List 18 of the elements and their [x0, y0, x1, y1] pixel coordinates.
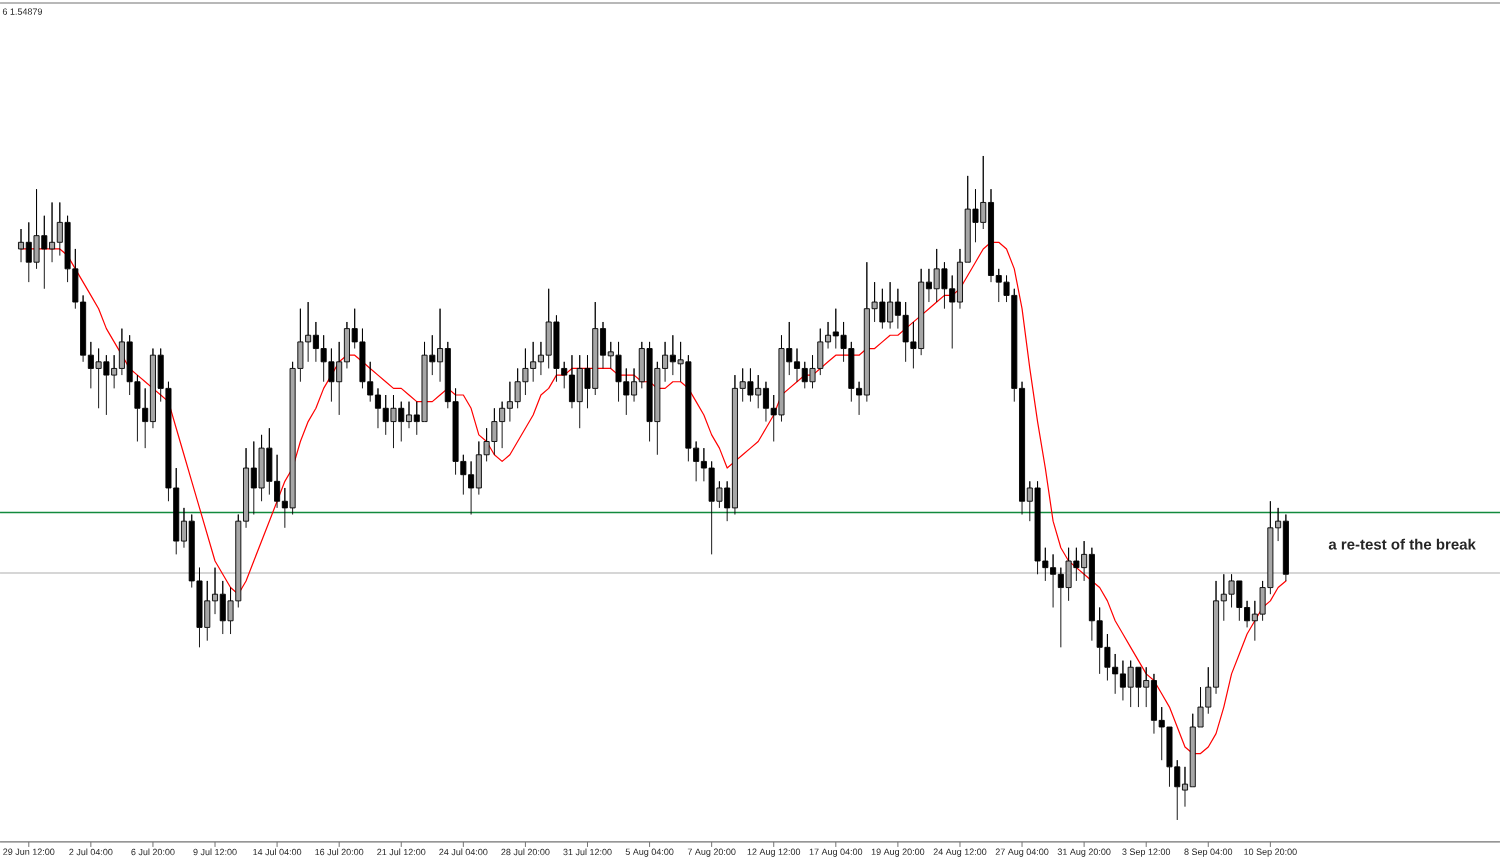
- candlestick: [398, 401, 405, 442]
- candlestick: [1236, 580, 1243, 622]
- candlestick: [95, 348, 102, 409]
- candlestick: [1034, 480, 1041, 575]
- candlestick: [491, 407, 498, 456]
- candlestick: [1135, 666, 1142, 708]
- candlestick: [933, 248, 940, 303]
- candlestick: [1127, 660, 1134, 708]
- candlestick: [1119, 660, 1126, 701]
- candlestick: [879, 288, 886, 330]
- candlestick: [747, 368, 754, 403]
- candlestick: [576, 354, 583, 429]
- candlestick: [887, 281, 894, 330]
- candlestick: [103, 354, 110, 416]
- candlestick: [731, 374, 738, 515]
- candlestick: [1282, 514, 1289, 582]
- candlestick: [390, 394, 397, 449]
- candlestick: [669, 334, 676, 376]
